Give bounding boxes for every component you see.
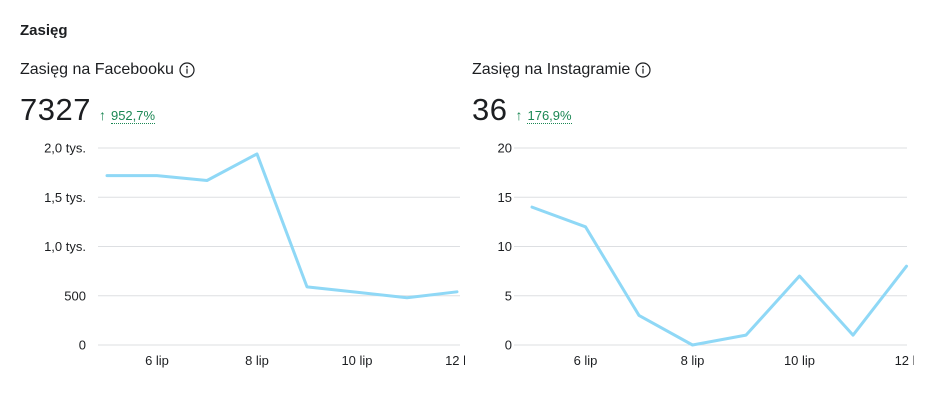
data-point[interactable] — [633, 309, 645, 321]
panel-title: Zasięg na Instagramie — [472, 61, 651, 79]
x-tick-label: 6 lip — [145, 353, 169, 368]
y-tick-label: 1,0 tys. — [44, 239, 86, 254]
instagram-line-chart: 0 5 10 15 20 6 lip 8 lip 10 lip 12 li — [498, 141, 914, 369]
data-point[interactable] — [687, 339, 699, 351]
series-line[interactable] — [105, 152, 459, 300]
data-point[interactable] — [794, 270, 806, 282]
change-percent[interactable]: 176,9% — [527, 108, 572, 124]
metric-value: 36 — [472, 92, 508, 127]
x-tick-label: 12 li — [445, 353, 465, 368]
data-point[interactable] — [580, 221, 592, 233]
instagram-reach-panel: Zasięg na Instagramie 36 ↑ 176,9% 0 5 10 15… — [472, 60, 922, 400]
y-tick-label: 15 — [498, 190, 512, 205]
data-point[interactable] — [847, 329, 859, 341]
y-tick-label: 10 — [498, 239, 512, 254]
data-point[interactable] — [201, 175, 213, 187]
data-point[interactable] — [740, 329, 752, 341]
panel-title-text: Zasięg na Facebooku — [20, 61, 174, 78]
series-line[interactable] — [530, 205, 908, 347]
metric-value: 7327 — [20, 92, 91, 127]
y-tick-label: 1,5 tys. — [44, 190, 86, 205]
panel-title-text: Zasięg na Instagramie — [472, 61, 631, 78]
data-point[interactable] — [251, 148, 263, 160]
change-indicator: ↑ 952,7% — [98, 107, 156, 124]
y-tick-label: 20 — [498, 141, 512, 156]
x-tick-label: 10 lip — [784, 353, 815, 368]
x-tick-label: 8 lip — [245, 353, 269, 368]
y-tick-label: 2,0 tys. — [44, 141, 86, 156]
metric: 36 ↑ 176,9% — [472, 92, 572, 128]
data-point[interactable] — [401, 292, 413, 304]
x-tick-label: 12 li — [895, 353, 914, 368]
data-point[interactable] — [901, 260, 913, 272]
metric: 7327 ↑ 952,7% — [20, 92, 156, 128]
arrow-up-icon: ↑ — [98, 107, 106, 123]
facebook-line-chart: 0 500 1,0 tys. 1,5 tys. 2,0 tys. 6 lip 8 lip 10… — [44, 141, 465, 369]
data-point[interactable] — [151, 170, 163, 182]
y-tick-label: 500 — [64, 288, 86, 303]
y-tick-label: 0 — [79, 338, 86, 353]
change-indicator: ↑ 176,9% — [515, 107, 572, 124]
info-icon[interactable] — [635, 62, 651, 78]
data-point[interactable] — [101, 170, 113, 182]
arrow-up-icon: ↑ — [515, 107, 523, 123]
section-title: Zasięg — [20, 22, 68, 39]
facebook-reach-panel: Zasięg na Facebooku 7327 ↑ 952,7% 0 500 1,… — [20, 60, 470, 400]
x-tick-label: 10 lip — [341, 353, 372, 368]
change-percent[interactable]: 952,7% — [110, 108, 156, 124]
data-point[interactable] — [451, 286, 463, 298]
data-point[interactable] — [526, 201, 538, 213]
panel-title: Zasięg na Facebooku — [20, 61, 195, 79]
y-tick-label: 5 — [505, 288, 512, 303]
x-tick-label: 6 lip — [574, 353, 598, 368]
x-tick-label: 8 lip — [681, 353, 705, 368]
y-tick-label: 0 — [505, 338, 512, 353]
data-point[interactable] — [301, 281, 313, 293]
data-point[interactable] — [351, 286, 363, 298]
info-icon[interactable] — [179, 62, 195, 78]
